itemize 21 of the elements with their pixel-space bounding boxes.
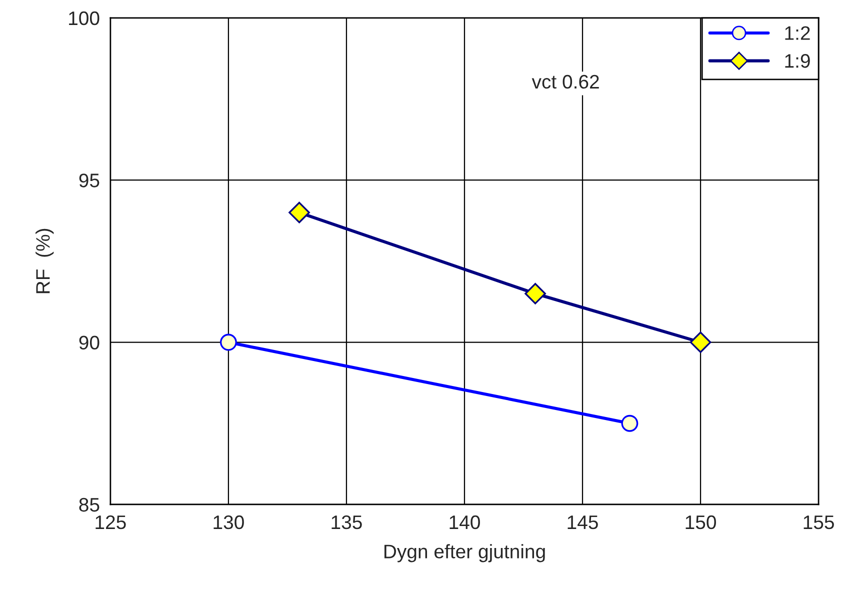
point [524,282,546,304]
x-axis-title: Dygn efter gjutning [384,544,545,562]
point [288,202,310,224]
x-tick-label: 140 [450,515,480,530]
point [220,334,237,351]
x-tick-label: 155 [804,516,834,530]
x-tick-label: 145 [568,516,598,530]
point [690,332,712,353]
y-tick-label: 90 [79,336,100,350]
legend-label: 1:9 [785,54,810,68]
point [621,414,638,432]
legend-label: 1:2 [785,26,810,40]
x-tick-label: 130 [214,515,244,530]
y-tick-label: 100 [69,11,100,26]
x-tick-label: 135 [332,515,362,530]
y-tick-label: 95 [79,174,100,188]
y-axis-title: RF (%) [36,228,54,294]
y-tick-label: 85 [79,498,100,512]
x-tick-label: 150 [686,515,716,530]
annotation: vct 0.62 [532,74,599,89]
x-tick-label: 125 [96,515,126,530]
